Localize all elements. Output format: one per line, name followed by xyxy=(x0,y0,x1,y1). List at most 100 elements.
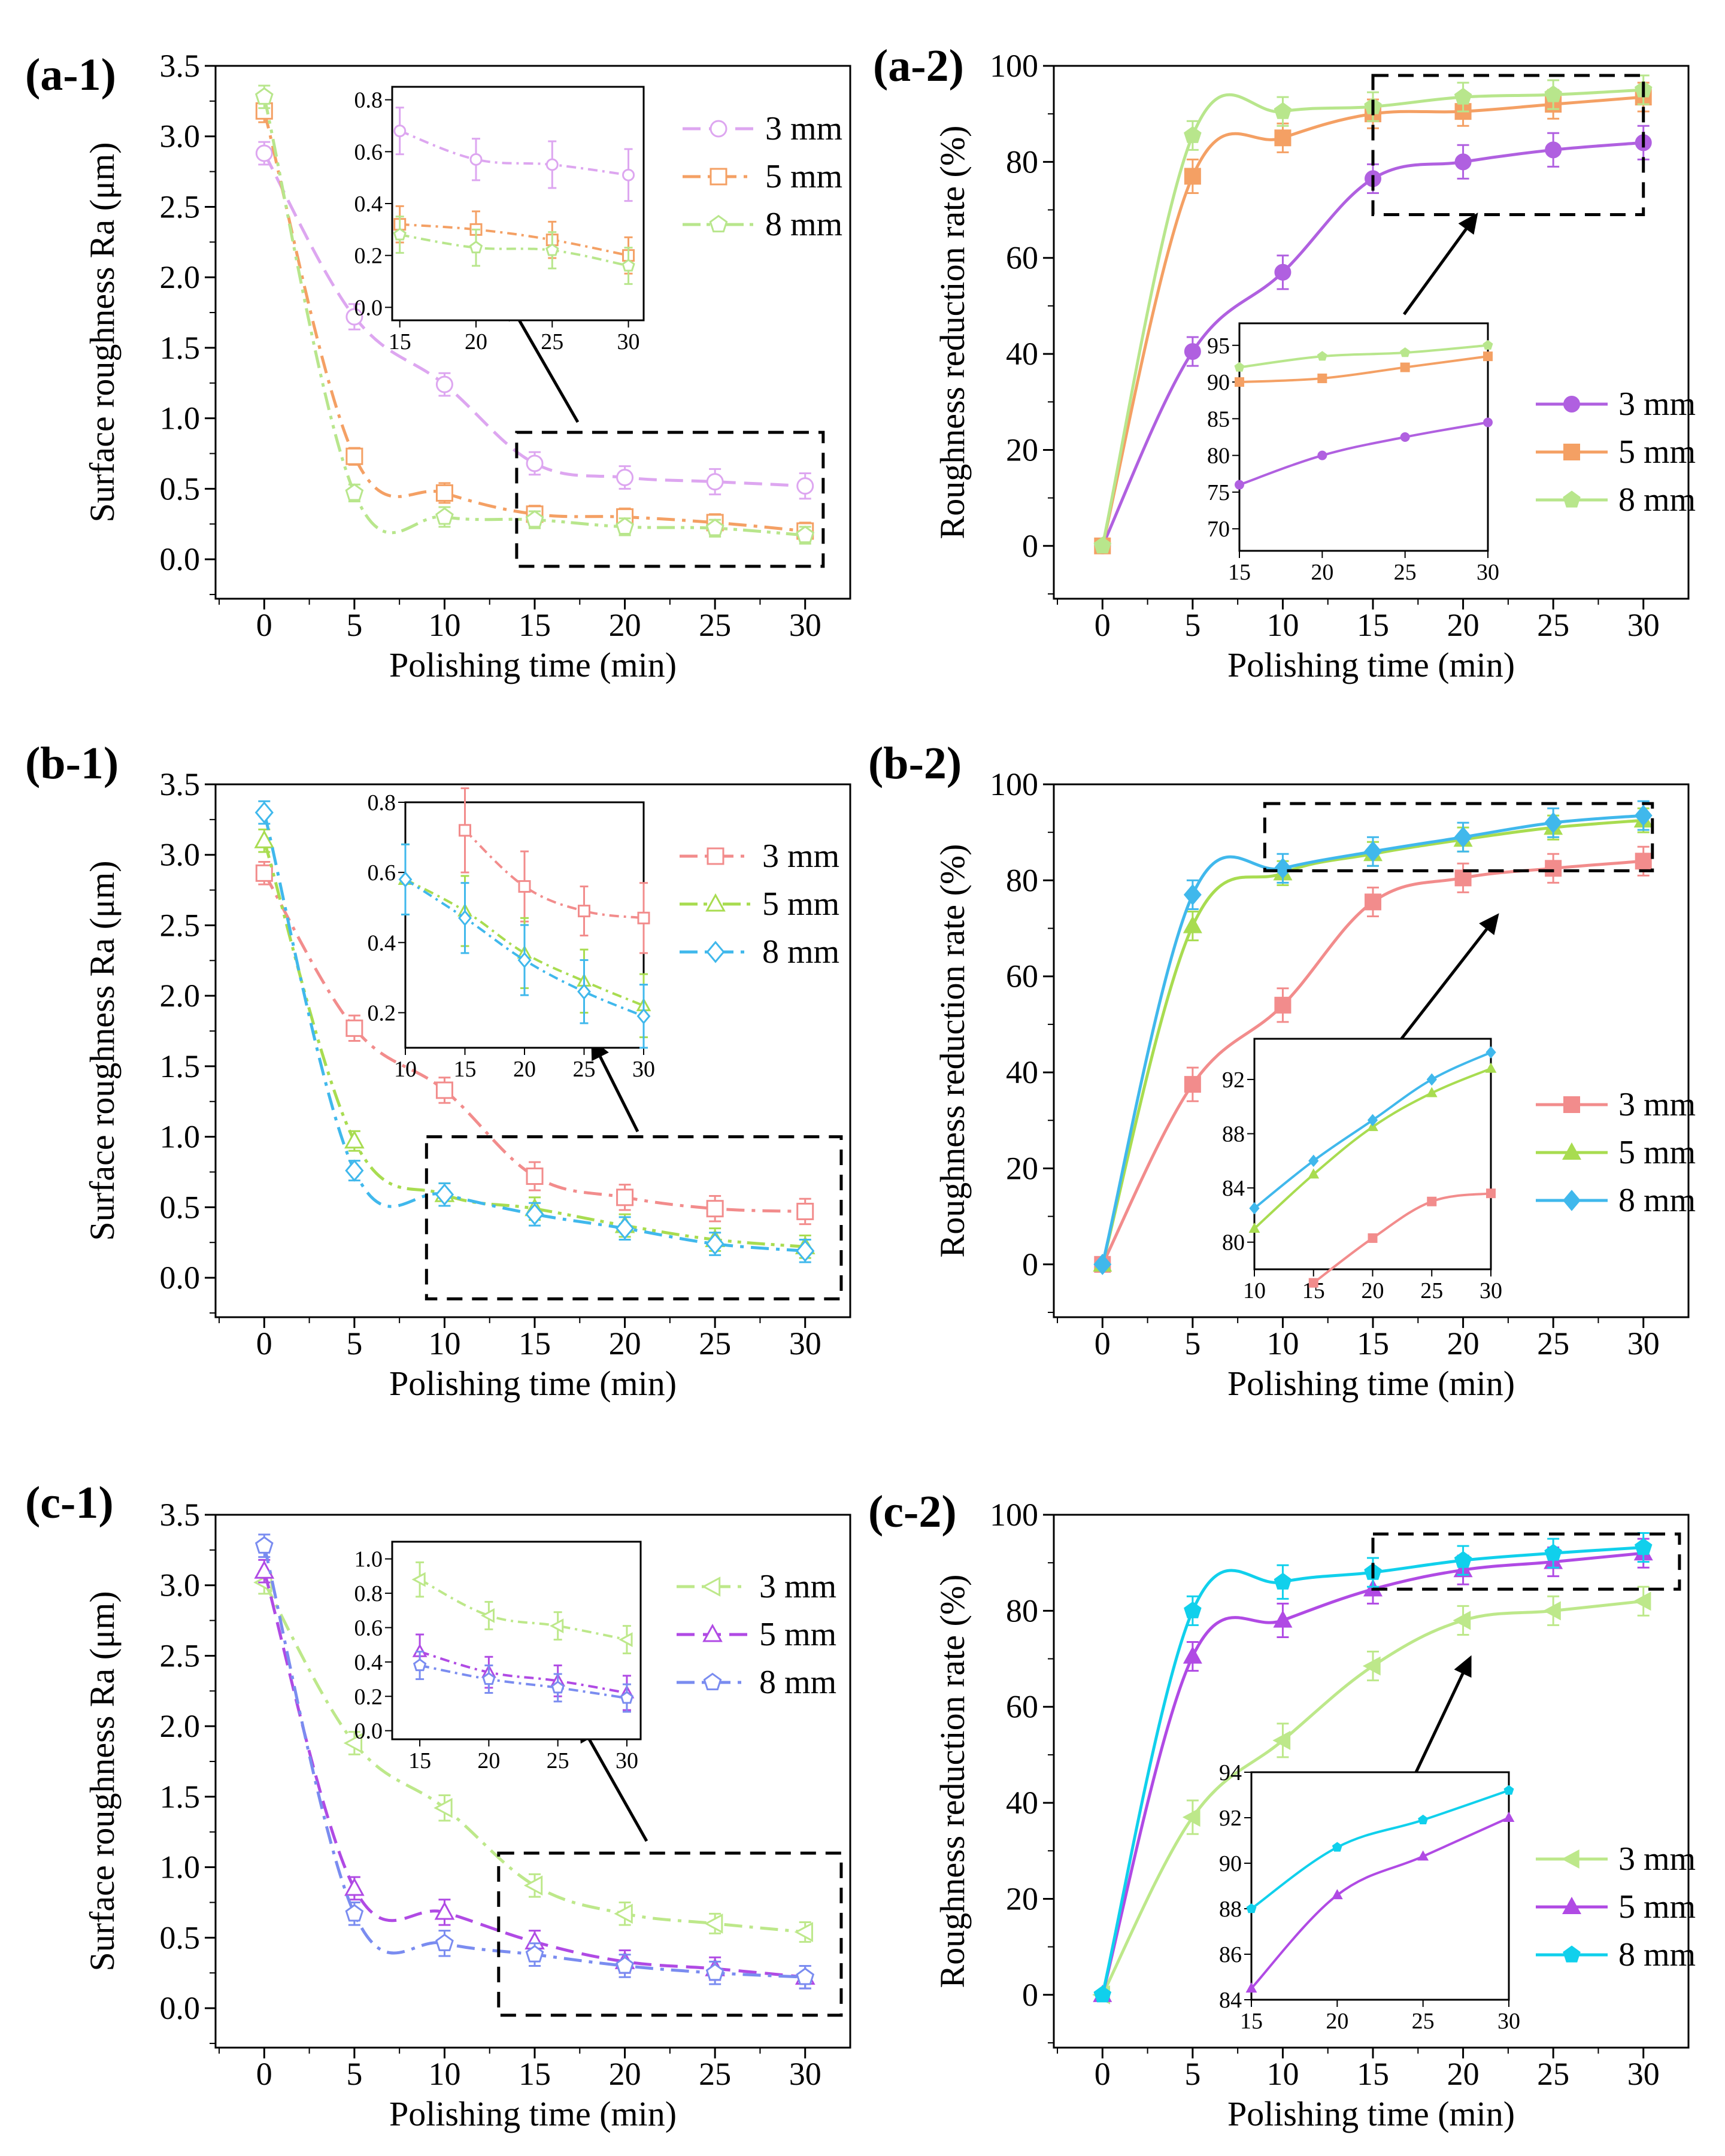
x-tick-label: 5 xyxy=(346,607,362,643)
inset-data-point xyxy=(551,1681,565,1694)
y-tick-label: 0.0 xyxy=(160,1990,201,2026)
x-tick-label: 20 xyxy=(609,607,641,643)
inset-data-point xyxy=(1308,1278,1318,1288)
y-tick-label: 20 xyxy=(1006,1150,1038,1186)
series-line xyxy=(263,1581,805,1934)
x-tick-label: 25 xyxy=(1537,2056,1569,2092)
series-line xyxy=(262,96,805,537)
plot-frame xyxy=(214,1514,851,2049)
inset-x-tick-label: 25 xyxy=(547,1748,569,1773)
inset-x-tick-label: 30 xyxy=(1480,1278,1502,1303)
inset-data-point xyxy=(413,1658,427,1672)
data-point xyxy=(1093,1253,1112,1275)
inset-y-tick-label: 0.4 xyxy=(354,192,383,217)
inset-series-8mm xyxy=(398,843,651,1049)
x-tick-label: 30 xyxy=(789,1326,821,1361)
y-tick-label: 0 xyxy=(1022,1247,1038,1282)
legend-marker xyxy=(709,214,728,233)
inset-frame xyxy=(1250,1771,1510,2001)
inset-data-point xyxy=(1367,1114,1378,1127)
inset-x-tick-label: 20 xyxy=(477,1748,500,1773)
plot-frame xyxy=(1053,1514,1690,2049)
x-tick-label: 15 xyxy=(519,1326,551,1361)
plot-frame xyxy=(214,65,851,600)
legend-label: 3 mm xyxy=(762,838,839,875)
data-point xyxy=(1544,1544,1562,1561)
plot-frame xyxy=(1053,783,1690,1318)
data-point xyxy=(1184,168,1201,185)
data-point xyxy=(345,1159,364,1182)
inset-y-tick-label: 86 xyxy=(1219,1942,1242,1967)
series-line xyxy=(262,812,805,1253)
y-tick-label: 0.5 xyxy=(160,1189,201,1225)
data-point xyxy=(616,1188,634,1206)
y-tick-label: 3.0 xyxy=(160,1567,201,1603)
inset-data-point xyxy=(622,259,635,272)
series-line xyxy=(263,152,805,488)
inset-x-tick-label: 30 xyxy=(1497,2009,1520,2034)
data-point xyxy=(344,1130,365,1149)
x-tick-label: 5 xyxy=(1184,1326,1200,1361)
inset-y-tick-label: 0.8 xyxy=(368,790,396,815)
axis-ticks: 0 5 10 15 20 25 30 0.0 0.5 1.0 1.5 2.0 2.5 3.0 3.5 xyxy=(160,1497,821,2092)
data-point xyxy=(344,1877,365,1896)
data-point xyxy=(1183,1646,1202,1664)
x-tick-label: 20 xyxy=(1447,1326,1480,1361)
x-tick-label: 20 xyxy=(609,2056,641,2092)
x-tick-label: 0 xyxy=(1095,2056,1111,2092)
series-line xyxy=(1101,88,1644,547)
y-axis-label: Roughness reduction rate (%) xyxy=(933,1575,972,1988)
x-tick-label: 20 xyxy=(609,1326,641,1361)
y-tick-label: 3.0 xyxy=(160,837,201,873)
inset-x-tick-label: 25 xyxy=(541,329,563,354)
x-axis-label: Polishing time (min) xyxy=(1227,645,1515,684)
legend-marker xyxy=(1563,490,1581,508)
inset-data-point xyxy=(1426,1087,1438,1097)
data-point xyxy=(254,87,274,105)
legend-label: 8 mm xyxy=(1618,1936,1696,1973)
panel-b-1: 0 5 10 15 20 25 30 0.0 0.5 1.0 1.5 2.0 2.5 3.0 3.5 Poli… xyxy=(25,738,851,1403)
y-tick-label: 3.5 xyxy=(160,1497,201,1533)
legend-marker xyxy=(710,168,727,186)
legend-marker xyxy=(705,893,726,912)
inset-series-line xyxy=(1239,355,1488,384)
inset-data-point xyxy=(1249,1202,1260,1215)
data-point xyxy=(796,1239,815,1262)
x-tick-label: 0 xyxy=(256,607,272,643)
inset-y-tick-label: 92 xyxy=(1219,1806,1242,1831)
inset-y-tick-label: 84 xyxy=(1222,1176,1245,1201)
data-point xyxy=(435,484,453,502)
data-point xyxy=(1633,1591,1651,1611)
inset-y-tick-label: 0.0 xyxy=(354,1719,383,1744)
data-point xyxy=(1093,1985,1112,2003)
legend-marker xyxy=(1563,1945,1581,1963)
legend-marker xyxy=(1563,1096,1580,1113)
panel-label: (a-1) xyxy=(25,50,116,100)
y-tick-label: 3.0 xyxy=(160,119,201,154)
x-tick-label: 30 xyxy=(1627,607,1660,643)
inset-data-point xyxy=(469,240,483,254)
legend-label: 5 mm xyxy=(1618,433,1696,471)
data-point xyxy=(1274,1572,1292,1590)
data-point xyxy=(796,1202,814,1220)
series-line xyxy=(262,1570,805,1979)
data-point xyxy=(796,525,815,544)
x-tick-label: 25 xyxy=(1537,1326,1569,1361)
inset-y-tick-label: 80 xyxy=(1222,1230,1245,1256)
inset-data-point xyxy=(1317,450,1327,460)
y-tick-label: 2.5 xyxy=(160,1638,201,1673)
legend-label: 3 mm xyxy=(759,1568,836,1605)
inset-y-tick-label: 0.2 xyxy=(354,1684,383,1709)
zoom-arrow-head xyxy=(1454,1655,1472,1678)
plot-frame xyxy=(1053,65,1690,600)
data-point xyxy=(794,1922,813,1942)
y-tick-label: 60 xyxy=(1006,240,1038,276)
zoom-box xyxy=(497,1851,843,2017)
data-point xyxy=(1364,841,1382,863)
inset: 15 20 25 30 0.0 0.2 0.4 0.6 0.8 1.0 xyxy=(354,1541,642,1773)
y-axis-label: Surface roughness Ra (μm) xyxy=(83,860,122,1241)
inset-data-point xyxy=(1485,1046,1496,1059)
